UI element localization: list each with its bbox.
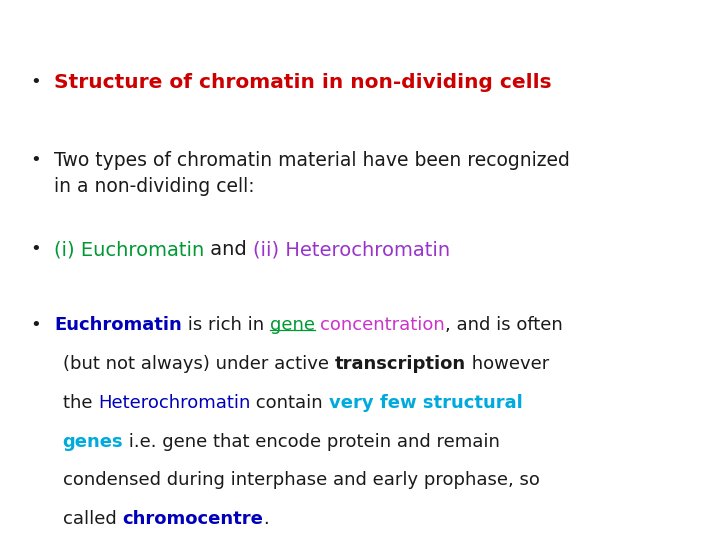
Text: genes: genes (63, 433, 123, 450)
Text: chromocentre: chromocentre (122, 510, 263, 528)
Text: is rich in: is rich in (181, 316, 269, 334)
Text: transcription: transcription (334, 355, 466, 373)
Text: , and is often: , and is often (445, 316, 563, 334)
Text: •: • (30, 151, 41, 169)
Text: very few structural: very few structural (328, 394, 523, 411)
Text: contain: contain (251, 394, 328, 411)
Text: Heterochromatin: Heterochromatin (98, 394, 251, 411)
Text: however: however (466, 355, 549, 373)
Text: .: . (263, 510, 269, 528)
Text: (i) Euchromatin: (i) Euchromatin (54, 240, 204, 259)
Text: •: • (30, 316, 41, 334)
Text: Euchromatin: Euchromatin (54, 316, 181, 334)
Text: and: and (204, 240, 253, 259)
Text: •: • (30, 73, 41, 91)
Text: Structure of chromatin in non-dividing cells: Structure of chromatin in non-dividing c… (54, 73, 552, 92)
Text: Two types of chromatin material have been recognized
in a non-dividing cell:: Two types of chromatin material have bee… (54, 151, 570, 196)
Text: •: • (30, 240, 41, 258)
Text: gene: gene (269, 316, 315, 334)
Text: (ii) Heterochromatin: (ii) Heterochromatin (253, 240, 451, 259)
Text: (but not always) under active: (but not always) under active (63, 355, 334, 373)
Text: concentration: concentration (320, 316, 445, 334)
Text: the: the (63, 394, 98, 411)
Text: i.e. gene that encode protein and remain: i.e. gene that encode protein and remain (123, 433, 500, 450)
Text: condensed during interphase and early prophase, so: condensed during interphase and early pr… (63, 471, 539, 489)
Text: called: called (63, 510, 122, 528)
